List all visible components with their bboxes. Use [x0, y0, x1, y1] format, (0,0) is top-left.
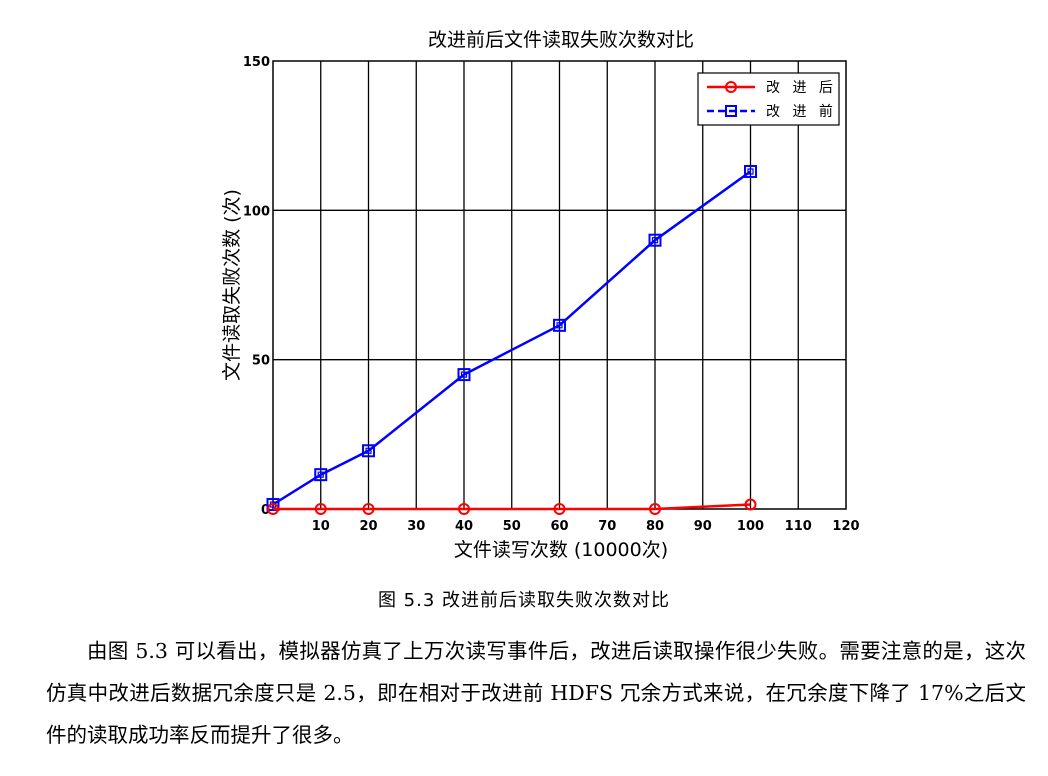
- y-tick-label: 100: [243, 204, 270, 219]
- data-point-square: [362, 444, 375, 458]
- legend-label-after: 改 进 后: [766, 80, 837, 96]
- data-point-square: [314, 468, 328, 482]
- x-tick-label: 30: [407, 519, 425, 534]
- data-point-square: [648, 233, 662, 247]
- y-tick-label: 0: [261, 503, 270, 518]
- data-point-square-inner: [460, 371, 468, 378]
- y-axis-ticks: 0 50 100 150: [243, 55, 270, 518]
- figure-chart: 改进前后文件读取失败次数对比 10 20 30 40 50 60 70 80 90 100 110 1…: [221, 29, 860, 561]
- x-tick-label: 100: [737, 519, 764, 534]
- series-line: [272, 170, 752, 506]
- body-paragraph: 由图 5.3 可以看出，模拟器仿真了上万次读写事件后，改进后读取操作很少失败。需…: [46, 639, 1026, 747]
- data-point-square-inner: [651, 237, 659, 244]
- x-tick-label: 120: [832, 519, 859, 534]
- legend-entry-after: 改 进 后: [707, 80, 837, 96]
- x-tick-label: 10: [312, 519, 330, 534]
- legend: 改 进 后 改 进 前: [697, 72, 840, 126]
- figure-caption: 图 5.3 改进前后读取失败次数对比: [377, 590, 671, 611]
- x-tick-label: 60: [550, 519, 568, 534]
- y-tick-label: 50: [252, 354, 270, 369]
- x-tick-label: 90: [694, 519, 712, 534]
- data-point-circle: [553, 503, 566, 515]
- x-tick-label: 40: [455, 519, 473, 534]
- grid: [273, 61, 846, 509]
- chart-title: 改进前后文件读取失败次数对比: [428, 29, 694, 51]
- x-tick-label: 110: [785, 519, 812, 534]
- y-axis-label: 文件读取失败次数 (次): [221, 189, 243, 381]
- series-layer: [266, 165, 757, 515]
- x-tick-label: 80: [646, 519, 664, 534]
- x-tick-label: 70: [598, 519, 616, 534]
- series-after: [267, 498, 757, 515]
- data-point-square: [553, 318, 566, 332]
- legend-marker-square: [725, 105, 737, 117]
- x-tick-label: 50: [503, 519, 521, 534]
- data-point-circle: [458, 503, 470, 515]
- data-point-circle: [267, 503, 279, 515]
- body-text: 由图 5.3 可以看出，模拟器仿真了上万次读写事件后，改进后读取操作很少失败。需…: [46, 630, 1026, 756]
- x-axis-ticks: 10 20 30 40 50 60 70 80 90 100 110 120: [312, 519, 860, 534]
- data-point-square: [457, 368, 471, 382]
- data-point-circle: [362, 503, 375, 515]
- x-tick-label: 20: [359, 519, 377, 534]
- data-point-square-inner: [556, 322, 563, 329]
- legend-marker-circle: [725, 81, 737, 93]
- data-point-circle: [744, 498, 757, 511]
- data-point-square-inner: [747, 168, 754, 175]
- legend-entry-before: 改 进 前: [707, 103, 837, 120]
- x-axis-label: 文件读写次数 (10000次): [454, 539, 668, 561]
- data-point-square-inner: [365, 447, 372, 454]
- legend-box: [697, 72, 840, 126]
- y-tick-label: 150: [243, 55, 270, 70]
- legend-label-before: 改 进 前: [766, 103, 837, 120]
- data-point-circle: [314, 503, 327, 515]
- data-point-square: [744, 165, 757, 179]
- series-line: [273, 503, 751, 511]
- data-point-circle: [649, 503, 661, 515]
- data-point-square-inner: [317, 471, 324, 478]
- series-before: [266, 165, 757, 512]
